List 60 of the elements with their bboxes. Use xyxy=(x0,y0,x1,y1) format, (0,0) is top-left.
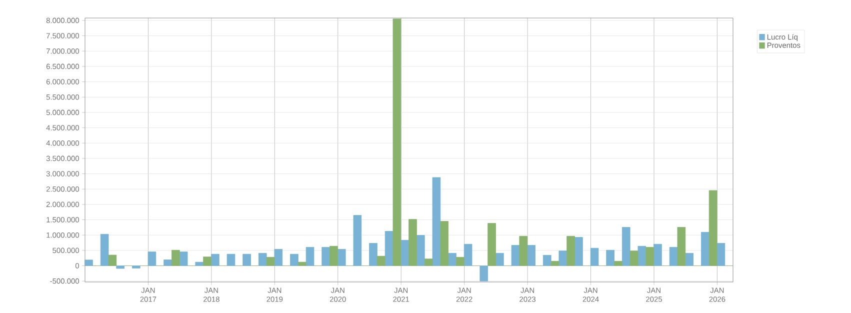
bar xyxy=(100,234,109,266)
bar xyxy=(416,235,425,266)
bar xyxy=(266,256,275,266)
bar xyxy=(172,250,180,266)
bar xyxy=(298,262,306,266)
bar xyxy=(226,254,236,266)
bar xyxy=(203,256,212,266)
bar xyxy=(654,244,662,266)
bar xyxy=(164,260,172,266)
bar xyxy=(440,221,449,266)
bar xyxy=(685,252,694,266)
bar xyxy=(646,247,654,266)
bar xyxy=(274,248,283,266)
bar xyxy=(558,250,568,266)
bar xyxy=(527,245,536,266)
bar xyxy=(432,177,441,266)
bar xyxy=(488,223,496,266)
bar xyxy=(566,236,575,266)
bar xyxy=(84,260,93,266)
bar xyxy=(392,18,402,266)
bar xyxy=(716,243,726,266)
bar xyxy=(622,227,630,266)
bar xyxy=(116,266,125,269)
bar xyxy=(614,260,622,266)
bar xyxy=(496,252,504,266)
bar xyxy=(369,243,378,266)
bar xyxy=(630,250,638,266)
bar xyxy=(550,260,560,266)
bar xyxy=(677,227,686,266)
bar xyxy=(242,254,251,266)
bar xyxy=(258,252,267,266)
bar xyxy=(464,244,472,266)
bar xyxy=(606,250,614,266)
bar xyxy=(195,262,204,266)
bar xyxy=(519,236,528,266)
bar xyxy=(132,266,140,268)
bar xyxy=(337,248,346,266)
bar xyxy=(179,252,188,266)
bar xyxy=(148,252,156,266)
bar xyxy=(353,215,362,266)
bar xyxy=(590,248,599,266)
bar xyxy=(700,232,710,266)
bar xyxy=(511,245,520,266)
bar xyxy=(306,247,314,266)
bar xyxy=(330,246,338,266)
bar xyxy=(542,254,552,266)
bar xyxy=(290,254,298,266)
bar xyxy=(322,247,330,266)
bar xyxy=(456,256,464,266)
bar xyxy=(108,254,117,266)
bar xyxy=(448,252,456,266)
bar xyxy=(376,256,386,266)
bar xyxy=(574,237,583,266)
bar xyxy=(424,258,433,266)
bar xyxy=(708,190,718,266)
bar xyxy=(408,219,417,266)
bar xyxy=(669,247,678,266)
bar xyxy=(400,240,409,266)
bar xyxy=(211,254,220,266)
bar xyxy=(480,266,488,282)
